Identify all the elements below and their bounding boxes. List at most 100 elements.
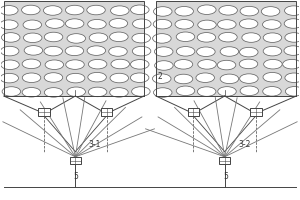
- Ellipse shape: [88, 87, 107, 97]
- Ellipse shape: [284, 6, 300, 15]
- Ellipse shape: [153, 19, 172, 29]
- Ellipse shape: [0, 20, 18, 29]
- Text: 3-2: 3-2: [238, 140, 250, 149]
- Ellipse shape: [110, 32, 128, 42]
- Ellipse shape: [285, 33, 300, 42]
- Ellipse shape: [154, 47, 173, 56]
- Ellipse shape: [240, 74, 258, 83]
- Text: 5: 5: [74, 172, 79, 181]
- Text: 3-1: 3-1: [89, 140, 101, 149]
- Ellipse shape: [1, 60, 19, 70]
- Bar: [188, 108, 199, 116]
- Ellipse shape: [2, 87, 21, 96]
- Ellipse shape: [45, 60, 64, 70]
- Ellipse shape: [44, 88, 63, 97]
- Ellipse shape: [219, 6, 237, 15]
- Ellipse shape: [176, 47, 195, 56]
- Ellipse shape: [44, 73, 63, 82]
- Text: 5: 5: [223, 172, 228, 181]
- Ellipse shape: [87, 46, 106, 55]
- Bar: [70, 157, 81, 164]
- Bar: [250, 108, 262, 116]
- Ellipse shape: [22, 73, 41, 83]
- Ellipse shape: [109, 47, 127, 56]
- Ellipse shape: [197, 33, 216, 42]
- Ellipse shape: [0, 46, 19, 56]
- Ellipse shape: [66, 73, 85, 83]
- Ellipse shape: [22, 59, 41, 69]
- Ellipse shape: [87, 5, 105, 15]
- Ellipse shape: [174, 74, 193, 84]
- Ellipse shape: [0, 6, 18, 15]
- Ellipse shape: [23, 20, 42, 30]
- Ellipse shape: [65, 46, 84, 56]
- Ellipse shape: [220, 74, 239, 84]
- Ellipse shape: [111, 6, 129, 15]
- Ellipse shape: [240, 86, 259, 96]
- Ellipse shape: [130, 5, 149, 15]
- Ellipse shape: [198, 60, 216, 69]
- Ellipse shape: [152, 74, 171, 83]
- Ellipse shape: [263, 87, 281, 96]
- Ellipse shape: [109, 19, 128, 28]
- Ellipse shape: [44, 32, 63, 42]
- Ellipse shape: [24, 46, 43, 55]
- Ellipse shape: [174, 60, 193, 69]
- Ellipse shape: [176, 32, 195, 42]
- Ellipse shape: [263, 72, 281, 82]
- Bar: [219, 157, 230, 164]
- Ellipse shape: [110, 73, 128, 83]
- Ellipse shape: [154, 7, 172, 16]
- Ellipse shape: [219, 32, 237, 42]
- Ellipse shape: [65, 19, 84, 28]
- Ellipse shape: [262, 20, 281, 29]
- Ellipse shape: [239, 59, 258, 69]
- Text: 2: 2: [158, 72, 162, 81]
- Ellipse shape: [111, 59, 130, 69]
- Ellipse shape: [263, 46, 282, 56]
- Ellipse shape: [283, 59, 300, 69]
- Ellipse shape: [133, 19, 151, 29]
- Ellipse shape: [22, 5, 40, 15]
- Ellipse shape: [153, 34, 171, 43]
- Ellipse shape: [44, 6, 62, 15]
- Ellipse shape: [284, 19, 300, 28]
- Ellipse shape: [218, 20, 236, 29]
- Ellipse shape: [175, 20, 194, 29]
- Bar: [101, 108, 112, 116]
- Ellipse shape: [88, 72, 106, 82]
- Polygon shape: [4, 1, 144, 96]
- Ellipse shape: [239, 19, 258, 28]
- Ellipse shape: [154, 61, 173, 70]
- Ellipse shape: [261, 7, 280, 16]
- Ellipse shape: [176, 86, 195, 96]
- Ellipse shape: [66, 60, 84, 69]
- Ellipse shape: [285, 73, 300, 83]
- Ellipse shape: [88, 19, 106, 29]
- Ellipse shape: [264, 59, 282, 69]
- Ellipse shape: [196, 73, 214, 82]
- Ellipse shape: [154, 88, 172, 97]
- Ellipse shape: [67, 34, 86, 43]
- Ellipse shape: [196, 47, 215, 57]
- Ellipse shape: [2, 33, 20, 42]
- Bar: [38, 108, 50, 116]
- Ellipse shape: [65, 5, 84, 15]
- Ellipse shape: [197, 87, 216, 96]
- Ellipse shape: [67, 87, 86, 97]
- Ellipse shape: [23, 33, 42, 43]
- Ellipse shape: [239, 47, 258, 57]
- Ellipse shape: [132, 46, 151, 56]
- Ellipse shape: [88, 59, 107, 69]
- Ellipse shape: [263, 33, 282, 42]
- Ellipse shape: [0, 73, 19, 83]
- Ellipse shape: [242, 33, 260, 42]
- Ellipse shape: [46, 19, 64, 28]
- Ellipse shape: [217, 60, 236, 70]
- Ellipse shape: [240, 6, 259, 16]
- Ellipse shape: [130, 73, 149, 82]
- Ellipse shape: [132, 33, 150, 43]
- Ellipse shape: [89, 33, 108, 43]
- Ellipse shape: [22, 88, 40, 97]
- Ellipse shape: [44, 46, 62, 56]
